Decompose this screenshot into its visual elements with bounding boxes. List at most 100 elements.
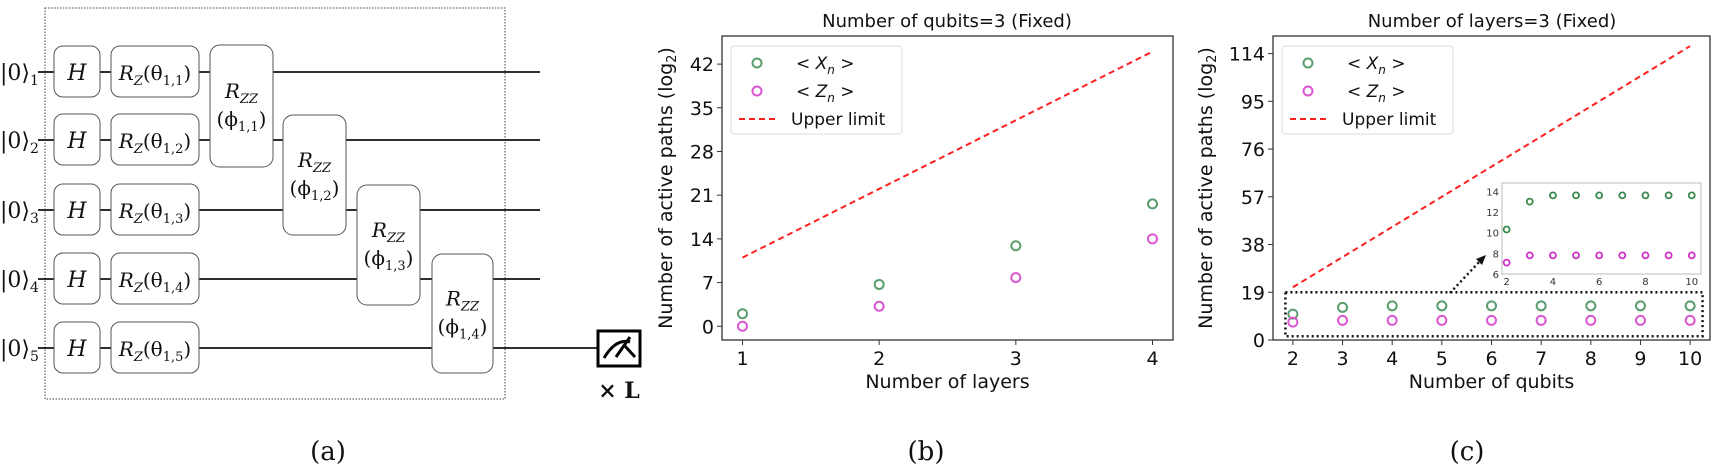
inset-x-point	[1641, 191, 1650, 200]
chart-layers: Number of qubits=3 (Fixed) 1 2 3 4 0 7 14 21 28 35…	[655, 11, 1174, 393]
inset-x-tick: 4	[1550, 277, 1556, 288]
measurement-meter-icon	[596, 329, 642, 368]
legend-frame	[1281, 45, 1454, 135]
inset-x-point	[1595, 191, 1604, 200]
hadamard-gate-label: H	[66, 268, 87, 293]
y-tick-label: 114	[1229, 44, 1265, 66]
rzz-gate-name: RZZ	[297, 148, 332, 176]
z-series-point	[1634, 314, 1646, 326]
z-series-point	[1585, 314, 1597, 326]
x-series-point	[1535, 300, 1547, 312]
x-series-point	[1486, 300, 1497, 312]
inset-x-point	[1618, 191, 1627, 200]
circuit-diagram: |0⟩1 H RZ(θ1,1) |0⟩2 H RZ(θ1,2) |0⟩3 H RZ(θ1,3) |…	[0, 7, 642, 404]
y-tick-label: 14	[690, 229, 714, 251]
x-tick-label: 1	[736, 348, 748, 370]
z-series-point	[1287, 316, 1299, 328]
rz-gate	[110, 252, 200, 305]
inset-z-point	[1549, 251, 1557, 260]
chart-title: Number of layers=3 (Fixed)	[1368, 11, 1617, 32]
z-series-point	[1147, 233, 1158, 245]
legend-label: < Zn >	[1347, 82, 1406, 105]
y-tick-label: 35	[690, 98, 714, 120]
x-tick-label: 4	[1386, 348, 1398, 370]
y-tick-label: 19	[1241, 282, 1265, 304]
x-axis-label: Number of layers	[865, 371, 1029, 393]
upper-limit-line	[1292, 45, 1691, 289]
x-series-point	[1634, 300, 1646, 312]
hadamard-gate-label: H	[66, 61, 87, 86]
rzz-gate-angle: (ϕ1,4)	[438, 315, 488, 343]
y-tick-label: 76	[1241, 139, 1265, 161]
hadamard-gate	[53, 252, 101, 305]
inset-x-point	[1687, 191, 1696, 200]
layer-repeat-box	[44, 7, 506, 400]
x-series-point	[1147, 198, 1158, 210]
inset-y-tick: 8	[1493, 249, 1499, 260]
inset-z-point	[1572, 251, 1580, 260]
legend: < Xn > < Zn > Upper limit	[730, 45, 903, 135]
z-series-point	[873, 300, 885, 312]
inset-x-point	[1525, 197, 1534, 206]
rzz-gate-angle: (ϕ1,1)	[217, 107, 267, 135]
inset-z-point	[1525, 251, 1534, 260]
y-tick-label: 57	[1241, 187, 1265, 209]
rz-gate	[110, 321, 200, 374]
legend-marker-icon	[751, 57, 763, 69]
y-tick-label: 0	[1253, 330, 1265, 352]
z-series-point	[737, 320, 748, 332]
upper-limit-line	[742, 50, 1153, 259]
qubit-ket-label: |0⟩3	[0, 199, 39, 227]
x-tick-label: 6	[1485, 348, 1497, 370]
rzz-gate-angle: (ϕ1,3)	[364, 246, 414, 274]
x-axis-label: Number of qubits	[1409, 371, 1575, 393]
y-tick-label: 42	[690, 54, 714, 76]
rz-gate	[110, 45, 200, 98]
hadamard-gate-label: H	[66, 337, 87, 362]
qubit-ket-label: |0⟩4	[0, 268, 39, 296]
qubit-ket-label: |0⟩2	[0, 129, 39, 157]
inset-x-point	[1572, 191, 1580, 200]
x-series-point	[1386, 300, 1398, 312]
rzz-gate-name: RZZ	[224, 79, 259, 107]
chart-title: Number of qubits=3 (Fixed)	[822, 11, 1072, 32]
x-tick-label: 2	[873, 348, 885, 370]
x-tick-label: 9	[1634, 348, 1646, 370]
inset-y-tick: 10	[1486, 229, 1499, 240]
hadamard-gate-label: H	[66, 129, 87, 154]
caption-a: (a)	[310, 437, 346, 466]
y-axis-label: Number of active paths (log2)	[655, 47, 680, 329]
caption-b: (b)	[908, 437, 945, 466]
inset-x-point	[1664, 191, 1673, 200]
x-tick-label: 10	[1678, 348, 1702, 370]
inset-z-point	[1664, 251, 1673, 260]
legend-label: < Xn >	[796, 54, 855, 77]
legend-label: Upper limit	[791, 110, 886, 130]
z-series-point	[1486, 314, 1497, 326]
y-axis-label: Number of active paths (log2)	[1195, 47, 1220, 329]
qubit-ket-label: |0⟩5	[0, 337, 39, 365]
rz-gate	[110, 113, 200, 166]
x-series-point	[1684, 300, 1696, 312]
zoom-arrow	[1449, 260, 1481, 294]
z-series-point	[1386, 314, 1398, 326]
inset-x-tick: 2	[1503, 277, 1509, 288]
rz-gate	[110, 183, 200, 236]
y-tick-label: 7	[702, 273, 714, 295]
rz-gate-label: RZ(θ1,4)	[118, 268, 191, 296]
inset-z-point	[1641, 251, 1650, 260]
legend-label: < Zn >	[796, 82, 855, 105]
y-tick-label: 95	[1241, 91, 1265, 113]
rz-gate-label: RZ(θ1,2)	[118, 129, 191, 157]
inset-y-tick: 12	[1486, 208, 1499, 219]
legend-label: Upper limit	[1342, 110, 1437, 130]
rzz-gate	[282, 114, 347, 236]
rzz-gate-angle: (ϕ1,2)	[290, 176, 340, 204]
x-series-point	[1010, 240, 1022, 252]
z-series-point	[1436, 314, 1448, 326]
z-series-point	[1010, 272, 1022, 284]
caption-c: (c)	[1450, 437, 1485, 466]
legend: < Xn > < Zn > Upper limit	[1281, 45, 1454, 135]
hadamard-gate-label: H	[66, 199, 87, 224]
x-tick-label: 4	[1146, 348, 1158, 370]
